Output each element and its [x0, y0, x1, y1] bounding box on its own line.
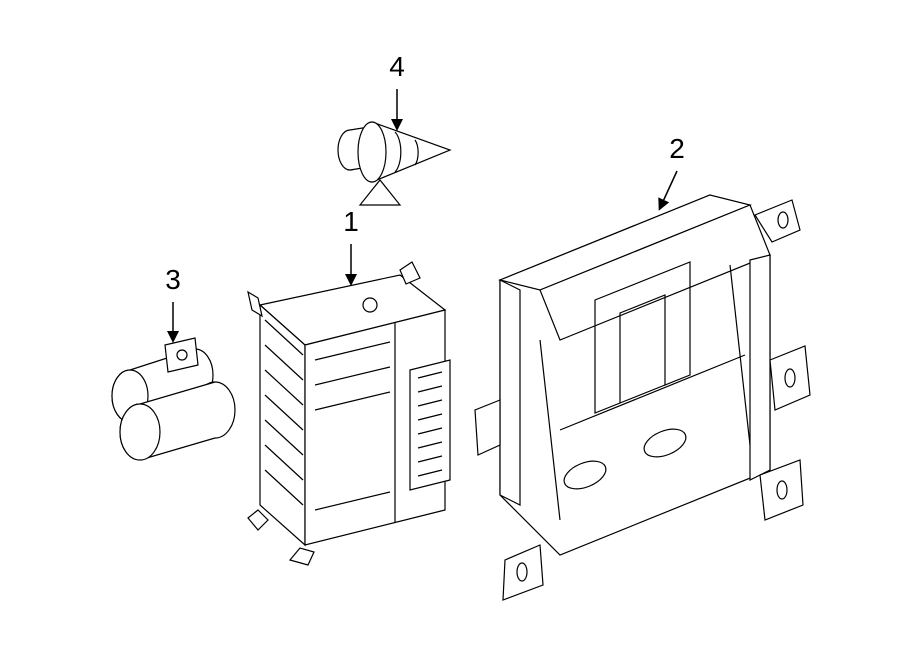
diagram-canvas: 1 2 3 4 — [0, 0, 900, 661]
parts-illustration — [0, 0, 900, 661]
dual-barrel-sensor — [112, 338, 235, 460]
cone-sensor — [338, 122, 450, 205]
callout-label-2: 2 — [669, 133, 685, 165]
callout-label-1: 1 — [343, 206, 359, 238]
callout-label-4: 4 — [389, 51, 405, 83]
callout-label-3: 3 — [165, 264, 181, 296]
ecm-mount-bracket — [475, 195, 810, 600]
engine-control-module — [248, 262, 450, 565]
